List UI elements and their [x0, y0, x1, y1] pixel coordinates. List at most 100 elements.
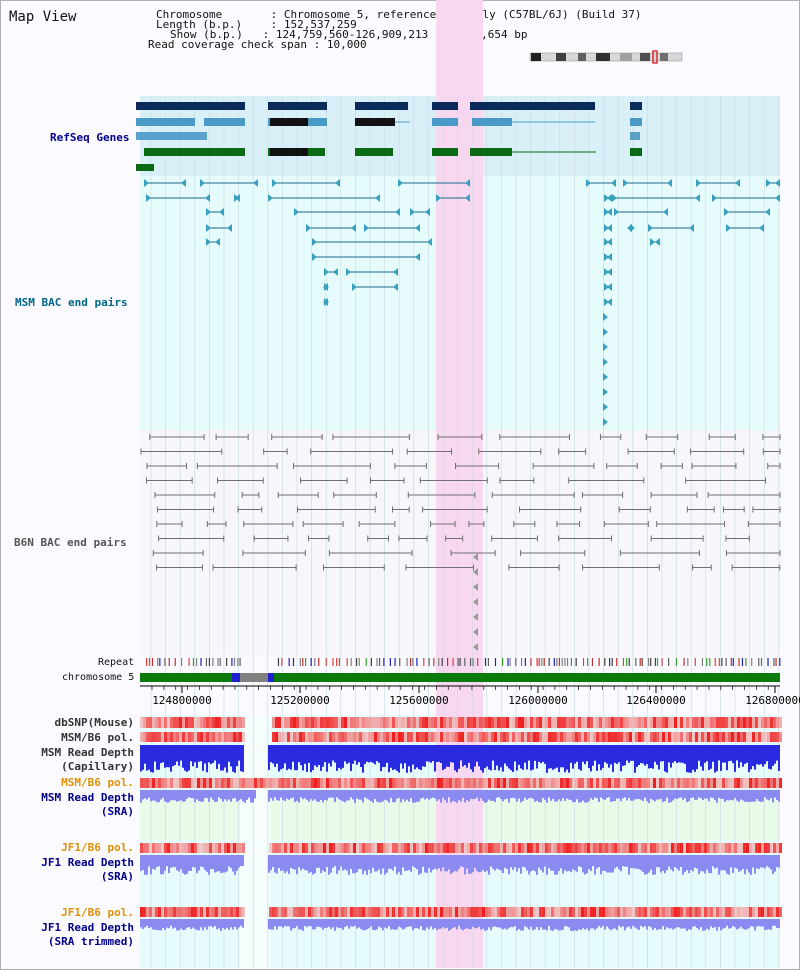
bac-pair	[520, 550, 586, 556]
bac-pair	[696, 179, 740, 187]
gene-row	[136, 164, 154, 171]
bac-end-marker	[473, 643, 478, 651]
bac-pair	[455, 463, 500, 469]
bac-pair	[152, 550, 204, 556]
gene-row	[136, 118, 642, 126]
jf1-b6-pol-label-1: JF1/B6 pol.	[61, 841, 134, 854]
bac-end-marker	[603, 373, 608, 381]
bac-pair	[645, 434, 679, 440]
bac-pair	[405, 564, 474, 571]
bac-pair	[156, 521, 183, 527]
bac-pair	[430, 521, 456, 527]
axis-tick-label: 124800000	[152, 694, 212, 707]
bac-pair	[604, 208, 612, 216]
bac-pair	[212, 564, 297, 571]
b6n-bac-label: B6N BAC end pairs	[14, 536, 127, 549]
bac-pair	[491, 535, 538, 542]
bac-pair	[158, 535, 225, 542]
bac-pair	[712, 194, 780, 202]
bac-pair	[422, 506, 488, 513]
bac-end-marker	[473, 553, 478, 561]
bac-pair	[499, 434, 570, 440]
bac-pair	[323, 283, 329, 291]
bac-pair	[215, 434, 249, 440]
variation-tracks	[140, 717, 782, 931]
refseq-genes[interactable]	[136, 102, 642, 171]
msm-bac-label: MSM BAC end pairs	[15, 296, 128, 309]
grid-lines	[150, 96, 780, 968]
coverage-value: 10,000	[326, 38, 367, 51]
gene-row	[144, 148, 642, 156]
bac-pair	[752, 506, 781, 513]
bac-pair	[725, 535, 750, 542]
b6n-bac-pairs[interactable]	[140, 434, 781, 651]
jf1-b6-pol-label-2: JF1/B6 pol.	[61, 906, 134, 919]
bac-pair	[685, 477, 767, 484]
bac-pair	[767, 463, 781, 469]
bac-pair	[762, 434, 781, 440]
bac-pair	[491, 492, 575, 498]
dbsnp-heat	[140, 717, 782, 728]
jf1-b6-pol-heat-2	[140, 907, 782, 917]
msm-bac-pairs[interactable]	[144, 179, 780, 426]
bac-pair	[604, 298, 612, 306]
bac-end-marker	[603, 388, 608, 396]
bac-pair	[707, 492, 781, 498]
bac-pair	[398, 179, 470, 187]
gap-region	[240, 715, 270, 968]
bac-pair	[410, 208, 430, 216]
bac-pair	[237, 506, 263, 513]
bac-pair	[660, 463, 683, 469]
bac-end-marker	[473, 598, 478, 606]
bac-end-marker	[473, 613, 478, 621]
msm-read-depth-sra-label: MSM Read Depth	[41, 791, 134, 804]
bac-pair	[603, 521, 649, 527]
header-info: Chromosome : Chromosome 5, reference ass…	[148, 8, 642, 51]
gene-row	[136, 132, 640, 140]
bac-pair	[519, 506, 582, 513]
bac-pair	[352, 283, 398, 291]
msm-b6-pol-label-1: MSM/B6 pol.	[61, 731, 134, 744]
bac-pair	[762, 448, 781, 455]
bac-pair	[532, 463, 595, 469]
bac-pair	[149, 434, 205, 440]
bac-pair	[253, 535, 289, 542]
msm-b6-pol-heat	[140, 732, 782, 742]
bac-pair	[272, 179, 340, 187]
bac-pair	[708, 434, 736, 440]
bac-pair	[406, 448, 453, 455]
bac-pair	[370, 477, 405, 484]
bac-pair	[722, 506, 745, 513]
axis-tick-label: 126000000	[508, 694, 568, 707]
bac-pair	[307, 535, 330, 542]
msm-read-depth-capillary-label: MSM Read Depth	[41, 746, 134, 759]
bac-pair	[394, 463, 427, 469]
jf1-depth-bars	[140, 855, 780, 875]
msm-depth-sra-bars	[140, 790, 780, 803]
bac-pair	[766, 179, 780, 187]
bac-pair	[612, 194, 700, 202]
bac-pair	[586, 179, 616, 187]
bac-pair	[206, 224, 232, 232]
chromosome-key: Chromosome	[156, 8, 223, 21]
bac-pair	[445, 535, 464, 542]
chromosome-band	[140, 673, 780, 682]
axis-tick-label: 126400000	[626, 694, 686, 707]
bac-pair	[328, 550, 413, 556]
bac-pair	[407, 492, 476, 498]
chromosome-ideogram[interactable]	[529, 50, 683, 64]
bac-pair	[358, 521, 396, 527]
bac-pair	[691, 463, 737, 469]
bac-end-marker	[603, 418, 608, 426]
msm-read-depth-sra-sub: (SRA)	[100, 805, 134, 818]
repeat-label: Repeat	[98, 657, 135, 668]
bac-pair	[604, 253, 612, 261]
bac-pair	[293, 463, 371, 469]
jf1-b6-pol-heat	[140, 843, 782, 853]
bac-pair	[436, 194, 470, 202]
bac-pair	[310, 448, 394, 455]
length-value: 152,537,259	[283, 18, 357, 31]
show-key: Show (b.p.)	[170, 28, 243, 41]
bac-pair	[725, 550, 781, 556]
